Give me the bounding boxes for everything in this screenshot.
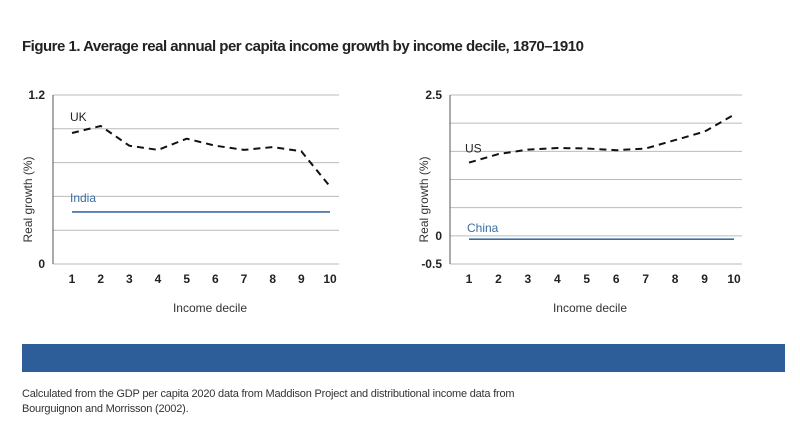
x-tick-label: 6 bbox=[613, 272, 620, 286]
x-tick-label: 5 bbox=[583, 272, 590, 286]
chart-left: 0 1.2 1 2 3 4 5 6 7 8 9 10 Income decile Real growth … bbox=[21, 88, 339, 315]
x-tick-label: 10 bbox=[323, 272, 337, 286]
x-tick-label: 4 bbox=[554, 272, 561, 286]
x-tick-label: 2 bbox=[495, 272, 502, 286]
x-axis-label: Income decile bbox=[553, 301, 627, 315]
y-axis-label: Real growth (%) bbox=[21, 156, 35, 242]
figure-title: Figure 1. Average real annual per capita… bbox=[22, 38, 584, 55]
series-line-us bbox=[468, 113, 735, 164]
series-label-india: India bbox=[70, 191, 96, 205]
y-tick-label: 2.5 bbox=[425, 88, 442, 102]
x-tick-label: 9 bbox=[701, 272, 708, 286]
x-tick-label: 3 bbox=[525, 272, 532, 286]
x-tick-label: 7 bbox=[642, 272, 649, 286]
series-label-china: China bbox=[467, 221, 499, 235]
x-tick-label: 3 bbox=[126, 272, 133, 286]
y-tick-label: 0 bbox=[38, 257, 45, 271]
x-tick-label: 4 bbox=[155, 272, 162, 286]
decorative-band bbox=[22, 344, 785, 372]
x-tick-label: 7 bbox=[241, 272, 248, 286]
series-line-uk bbox=[71, 125, 331, 188]
y-axis-label: Real growth (%) bbox=[417, 156, 431, 242]
x-tick-label: 8 bbox=[672, 272, 679, 286]
y-tick-label: 1.2 bbox=[28, 88, 45, 102]
x-axis-label: Income decile bbox=[173, 301, 247, 315]
x-tick-label: 5 bbox=[183, 272, 190, 286]
x-tick-label: 8 bbox=[269, 272, 276, 286]
x-tick-label: 10 bbox=[727, 272, 741, 286]
series-label-uk: UK bbox=[70, 110, 87, 124]
x-tick-label: 6 bbox=[212, 272, 219, 286]
x-tick-label: 1 bbox=[466, 272, 473, 286]
series-label-us: US bbox=[465, 142, 482, 156]
y-tick-label: -0.5 bbox=[421, 257, 442, 271]
x-tick-label: 2 bbox=[97, 272, 104, 286]
y-tick-label: 0 bbox=[435, 229, 442, 243]
x-tick-label: 1 bbox=[69, 272, 76, 286]
x-tick-label: 9 bbox=[298, 272, 305, 286]
chart-right: -0.5 0 2.5 1 2 3 4 5 6 7 8 9 10 Income decile Real gro… bbox=[417, 88, 742, 315]
figure-footnote: Calculated from the GDP per capita 2020 … bbox=[22, 388, 515, 415]
